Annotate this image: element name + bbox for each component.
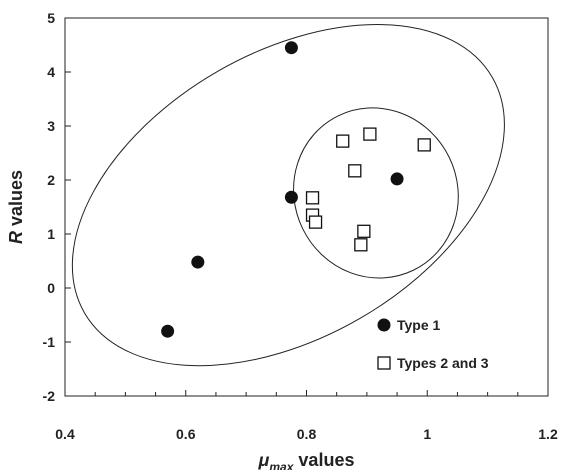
type23-point xyxy=(417,138,431,152)
type23-point xyxy=(348,164,362,178)
legend-label-2: Types 2 and 3 xyxy=(397,355,489,371)
type1-point xyxy=(284,41,298,55)
type23-point xyxy=(305,191,320,205)
y-axis-label: R values xyxy=(6,170,26,244)
type1-point xyxy=(284,190,298,204)
y-tick-label: 5 xyxy=(47,10,55,26)
cluster-ellipse-1 xyxy=(71,24,505,367)
legend-label-1: Type 1 xyxy=(397,317,441,333)
y-tick-label: -2 xyxy=(43,388,56,404)
y-tick-label: 0 xyxy=(47,280,55,296)
x-axis-label: μmax values xyxy=(258,450,355,470)
type1-point xyxy=(390,172,404,186)
cluster-ellipses xyxy=(71,24,505,367)
x-axis: 0.4 0.6 0.8 1 1.2 xyxy=(55,390,558,442)
y-axis: -2 -1 0 1 2 3 4 5 xyxy=(43,10,71,404)
type23-point xyxy=(336,134,350,148)
type23-point xyxy=(357,224,371,238)
legend-marker-1 xyxy=(377,318,391,332)
x-tick-label: 0.8 xyxy=(297,426,317,442)
legend-marker-2 xyxy=(377,356,391,370)
y-tick-label: 1 xyxy=(47,226,55,242)
x-tick-label: 0.6 xyxy=(176,426,196,442)
y-tick-label: 2 xyxy=(47,172,55,188)
plot-frame xyxy=(64,17,549,397)
x-tick-label: 0.4 xyxy=(55,426,75,442)
type1-point xyxy=(161,324,175,338)
type23-point xyxy=(363,127,377,141)
data-points xyxy=(161,41,431,338)
y-tick-label: 3 xyxy=(47,118,55,134)
type23-point xyxy=(308,215,323,229)
type1-point xyxy=(191,255,205,269)
type23-point xyxy=(354,238,368,252)
plot-area xyxy=(64,17,549,397)
cluster-ellipse-2 xyxy=(293,107,459,279)
x-tick-label: 1 xyxy=(423,426,431,442)
y-tick-label: -1 xyxy=(43,334,56,350)
y-tick-label: 4 xyxy=(47,64,55,80)
legend: Type 1 Types 2 and 3 xyxy=(377,317,489,371)
x-tick-label: 1.2 xyxy=(538,426,558,442)
